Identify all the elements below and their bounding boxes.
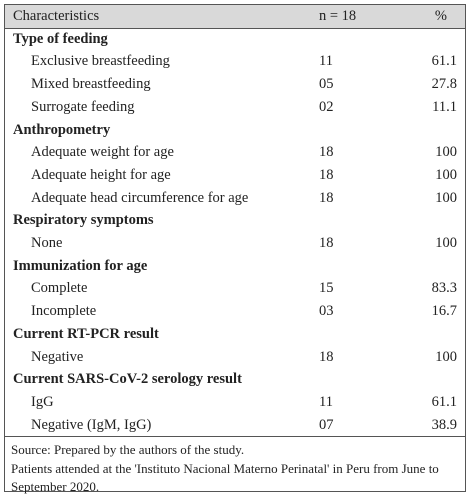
- section-title: Respiratory symptoms: [13, 212, 154, 229]
- count-cell: 07: [319, 416, 334, 433]
- row-label: Adequate height for age: [31, 166, 171, 183]
- count-cell: 11: [319, 393, 333, 410]
- row-label: Surrogate feeding: [31, 98, 135, 115]
- data-row: IgG 11 61.1: [5, 391, 465, 414]
- footnotes: Source: Prepared by the authors of the s…: [5, 436, 465, 497]
- percent-cell: 61.1: [431, 393, 457, 410]
- row-label: Adequate head circumference for age: [31, 189, 249, 206]
- data-row: Negative (IgM, IgG) 07 38.9: [5, 414, 465, 437]
- percent-cell: 38.9: [431, 416, 457, 433]
- section-row: Respiratory symptoms: [5, 209, 465, 232]
- section-row: Type of feeding: [5, 28, 465, 51]
- percent-cell: 27.8: [431, 76, 457, 93]
- table: Characteristics n = 18% Type of feeding Exc…: [4, 4, 466, 494]
- footnote: Source: Prepared by the authors of the s…: [11, 442, 245, 458]
- percent-cell: 100: [435, 144, 457, 161]
- header-cell: n = 18: [319, 8, 357, 24]
- percent-cell: 11.1: [432, 98, 457, 115]
- data-row: Surrogate feeding 02 11.1: [5, 96, 465, 119]
- row-label: Adequate weight for age: [31, 144, 174, 161]
- count-cell: 03: [319, 303, 334, 320]
- count-cell: 05: [319, 76, 334, 93]
- percent-cell: 16.7: [431, 303, 457, 320]
- count-cell: 18: [319, 166, 334, 183]
- count-cell: 02: [319, 98, 334, 115]
- count-cell: 18: [319, 348, 334, 365]
- count-cell: 18: [319, 144, 334, 161]
- count-cell: 11: [319, 53, 333, 70]
- data-row: None 18 100: [5, 232, 465, 255]
- section-title: Current SARS-CoV-2 serology result: [13, 371, 242, 388]
- section-row: Immunization for age: [5, 255, 465, 278]
- percent-cell: 100: [435, 235, 457, 251]
- percent-cell: 100: [435, 189, 457, 206]
- row-label: Negative: [31, 348, 84, 365]
- row-label: Negative (IgM, IgG): [31, 416, 152, 433]
- row-label: IgG: [31, 393, 54, 410]
- percent-cell: 100: [435, 166, 457, 183]
- header-cell: %: [434, 8, 447, 24]
- data-row: Adequate head circumference for age 18 100: [5, 187, 465, 210]
- footnote: Patients attended at the 'Instituto Naci…: [11, 460, 439, 495]
- data-row: Negative 18 100: [5, 346, 465, 369]
- count-cell: 18: [319, 189, 334, 206]
- section-title: Immunization for age: [13, 257, 148, 274]
- header-row: Characteristics n = 18%: [5, 5, 465, 29]
- data-row: Adequate height for age 18 100: [5, 164, 465, 187]
- data-row: Complete 15 83.3: [5, 277, 465, 300]
- section-title: Type of feeding: [13, 30, 108, 47]
- row-label: Complete: [31, 280, 88, 297]
- section-row: Current SARS-CoV-2 serology result: [5, 368, 465, 391]
- percent-cell: 100: [435, 348, 457, 365]
- row-label: None: [31, 235, 63, 251]
- row-label: Mixed breastfeeding: [31, 76, 151, 93]
- count-cell: 15: [319, 280, 334, 297]
- percent-cell: 61.1: [431, 53, 457, 70]
- percent-cell: 83.3: [431, 280, 457, 297]
- count-cell: 18: [319, 235, 334, 251]
- section-title: Anthropometry: [13, 121, 111, 138]
- data-row: Mixed breastfeeding 05 27.8: [5, 73, 465, 96]
- section-row: Anthropometry: [5, 119, 465, 142]
- data-row: Adequate weight for age 18 100: [5, 141, 465, 164]
- data-row: Exclusive breastfeeding 11 61.1: [5, 50, 465, 73]
- section-title: Current RT-PCR result: [13, 325, 159, 342]
- data-row: Incomplete 03 16.7: [5, 300, 465, 323]
- row-label: Exclusive breastfeeding: [31, 53, 170, 70]
- header-cell: Characteristics: [13, 8, 100, 24]
- row-label: Incomplete: [31, 303, 97, 320]
- section-row: Current RT-PCR result: [5, 323, 465, 346]
